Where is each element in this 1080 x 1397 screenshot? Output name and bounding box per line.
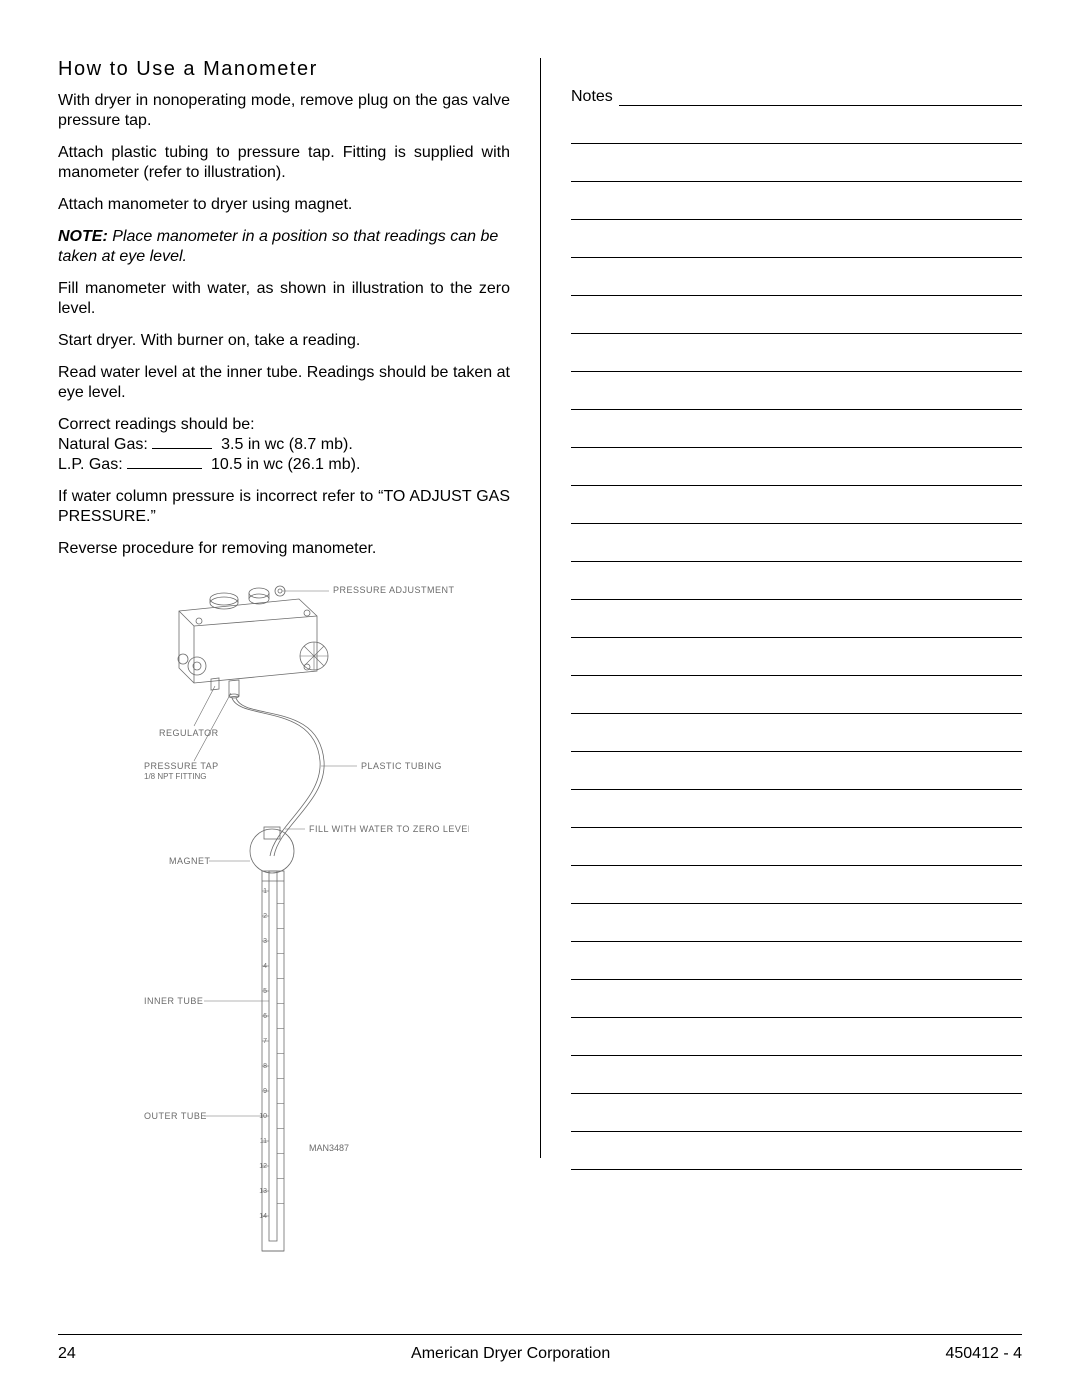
- svg-text:14: 14: [259, 1213, 267, 1220]
- svg-text:7: 7: [263, 1038, 267, 1045]
- section-title: How to Use a Manometer: [58, 58, 510, 81]
- label-pressure-tap: PRESSURE TAP: [144, 761, 219, 771]
- label-pressure-tap-sub: 1/8 NPT FITTING: [144, 772, 207, 781]
- lp-value: 10.5 in wc (26.1 mb).: [211, 456, 360, 473]
- illustration-code: MAN3487: [309, 1143, 349, 1153]
- notes-lines-container: [571, 128, 1022, 1170]
- reading-natural-gas: Natural Gas: 3.5 in wc (8.7 mb).: [58, 435, 510, 455]
- notes-label: Notes: [571, 88, 613, 106]
- blank-line: [571, 812, 1022, 828]
- page-footer: 24 American Dryer Corporation 450412 - 4: [58, 1345, 1022, 1363]
- blank-line: [127, 455, 202, 469]
- blank-line: [571, 508, 1022, 524]
- paragraph: Attach plastic tubing to pressure tap. F…: [58, 143, 510, 183]
- blank-line: [571, 584, 1022, 600]
- reading-lp-gas: L.P. Gas: 10.5 in wc (26.1 mb).: [58, 455, 510, 475]
- blank-line: [571, 1116, 1022, 1132]
- right-column: Notes: [540, 58, 1022, 1158]
- label-inner-tube: INNER TUBE: [144, 996, 203, 1006]
- blank-line: [571, 356, 1022, 372]
- svg-text:2: 2: [263, 913, 267, 920]
- blank-line: [571, 204, 1022, 220]
- blank-line: [571, 622, 1022, 638]
- notes-header-line: Notes: [571, 88, 1022, 106]
- two-column-layout: How to Use a Manometer With dryer in non…: [58, 58, 1022, 1158]
- blank-line: [571, 660, 1022, 676]
- blank-line: [571, 888, 1022, 904]
- blank-line: [571, 1040, 1022, 1056]
- illustration-container: PRESSURE ADJUSTMENT REGULATOR PRESSURE T…: [58, 571, 510, 1261]
- ng-label: Natural Gas:: [58, 436, 148, 453]
- blank-line: [571, 470, 1022, 486]
- svg-text:10: 10: [259, 1113, 267, 1120]
- blank-line: [571, 736, 1022, 752]
- blank-line: [571, 1078, 1022, 1094]
- blank-line: [152, 435, 212, 449]
- footer-page-number: 24: [58, 1345, 76, 1363]
- ng-value: 3.5 in wc (8.7 mb).: [221, 436, 353, 453]
- label-outer-tube: OUTER TUBE: [144, 1111, 207, 1121]
- blank-line: [571, 432, 1022, 448]
- label-fill-water: FILL WITH WATER TO ZERO LEVEL: [309, 824, 469, 834]
- footer-doc-number: 450412 - 4: [945, 1345, 1022, 1363]
- blank-line: [619, 90, 1022, 106]
- blank-line: [571, 318, 1022, 334]
- readings-intro: Correct readings should be:: [58, 415, 510, 435]
- svg-text:1: 1: [263, 888, 267, 895]
- label-pressure-adjustment: PRESSURE ADJUSTMENT: [333, 585, 455, 595]
- label-magnet: MAGNET: [169, 856, 211, 866]
- note-body: Place manometer in a position so that re…: [58, 228, 498, 265]
- blank-line: [571, 926, 1022, 942]
- footer-rule: [58, 1334, 1022, 1335]
- svg-text:11: 11: [260, 1138, 267, 1145]
- readings-block: Correct readings should be: Natural Gas:…: [58, 415, 510, 475]
- paragraph: Read water level at the inner tube. Read…: [58, 363, 510, 403]
- svg-text:13: 13: [259, 1188, 267, 1195]
- blank-line: [571, 1002, 1022, 1018]
- manometer-illustration: PRESSURE ADJUSTMENT REGULATOR PRESSURE T…: [99, 571, 469, 1261]
- blank-line: [571, 546, 1022, 562]
- svg-text:3: 3: [263, 938, 267, 945]
- blank-line: [571, 394, 1022, 410]
- svg-text:5: 5: [263, 988, 267, 995]
- paragraph: Start dryer. With burner on, take a read…: [58, 331, 510, 351]
- blank-line: [571, 850, 1022, 866]
- svg-text:6: 6: [263, 1013, 267, 1020]
- paragraph: Attach manometer to dryer using magnet.: [58, 195, 510, 215]
- paragraph: If water column pressure is incorrect re…: [58, 487, 510, 527]
- blank-line: [571, 128, 1022, 144]
- blank-line: [571, 698, 1022, 714]
- paragraph: Reverse procedure for removing manometer…: [58, 539, 510, 559]
- svg-text:8: 8: [263, 1063, 267, 1070]
- note-label: NOTE:: [58, 228, 108, 245]
- blank-line: [571, 774, 1022, 790]
- blank-line: [571, 242, 1022, 258]
- blank-line: [571, 1154, 1022, 1170]
- label-regulator: REGULATOR: [159, 728, 219, 738]
- blank-line: [571, 166, 1022, 182]
- blank-line: [571, 280, 1022, 296]
- blank-line: [571, 964, 1022, 980]
- paragraph: With dryer in nonoperating mode, remove …: [58, 91, 510, 131]
- paragraph: Fill manometer with water, as shown in i…: [58, 279, 510, 319]
- footer-company: American Dryer Corporation: [411, 1345, 610, 1363]
- page: How to Use a Manometer With dryer in non…: [0, 0, 1080, 1397]
- svg-text:4: 4: [263, 963, 267, 970]
- label-plastic-tubing: PLASTIC TUBING: [361, 761, 442, 771]
- lp-label: L.P. Gas:: [58, 456, 123, 473]
- note-paragraph: NOTE: Place manometer in a position so t…: [58, 227, 510, 267]
- left-column: How to Use a Manometer With dryer in non…: [58, 58, 540, 1158]
- svg-text:12: 12: [259, 1163, 267, 1170]
- svg-text:9: 9: [263, 1088, 267, 1095]
